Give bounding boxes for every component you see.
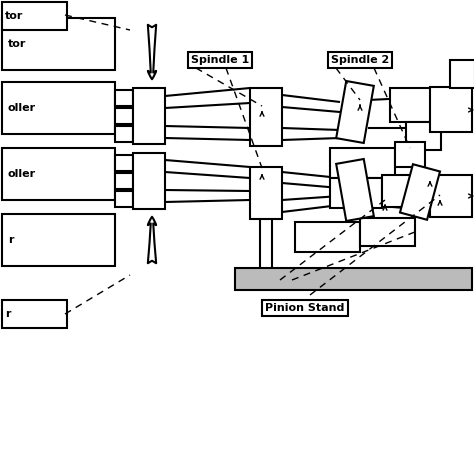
Bar	[430, 175, 472, 217]
Bar	[2, 300, 67, 328]
Text: Spindle 1: Spindle 1	[191, 55, 249, 65]
Bar	[115, 155, 133, 171]
Bar	[330, 178, 382, 208]
Bar	[115, 191, 133, 207]
Bar	[395, 142, 425, 167]
Text: Pinion Stand: Pinion Stand	[265, 303, 345, 313]
Bar	[295, 222, 360, 252]
Text: Spindle 2: Spindle 2	[331, 55, 389, 65]
Bar	[2, 2, 67, 30]
Bar	[115, 173, 133, 189]
Bar	[133, 153, 165, 209]
Bar	[330, 148, 395, 178]
Text: tor: tor	[5, 11, 23, 21]
Bar	[115, 108, 133, 124]
Bar	[2, 214, 115, 266]
Text: tor: tor	[8, 39, 27, 49]
Bar	[250, 88, 282, 146]
Bar	[2, 18, 115, 70]
Bar	[336, 159, 374, 221]
Text: oller: oller	[8, 103, 36, 113]
Text: r: r	[8, 235, 13, 245]
Text: r: r	[5, 309, 10, 319]
Bar	[450, 60, 474, 88]
Bar	[360, 218, 415, 246]
Bar	[406, 122, 441, 150]
Bar	[390, 88, 432, 122]
Bar	[400, 164, 440, 220]
Bar	[2, 82, 115, 134]
Bar	[115, 90, 133, 106]
Bar	[250, 167, 282, 219]
Bar	[336, 81, 374, 143]
Bar	[2, 148, 115, 200]
Text: oller: oller	[8, 169, 36, 179]
Bar	[382, 175, 422, 207]
Bar	[235, 268, 472, 290]
Bar	[133, 88, 165, 144]
Bar	[115, 126, 133, 142]
Bar	[430, 87, 472, 132]
